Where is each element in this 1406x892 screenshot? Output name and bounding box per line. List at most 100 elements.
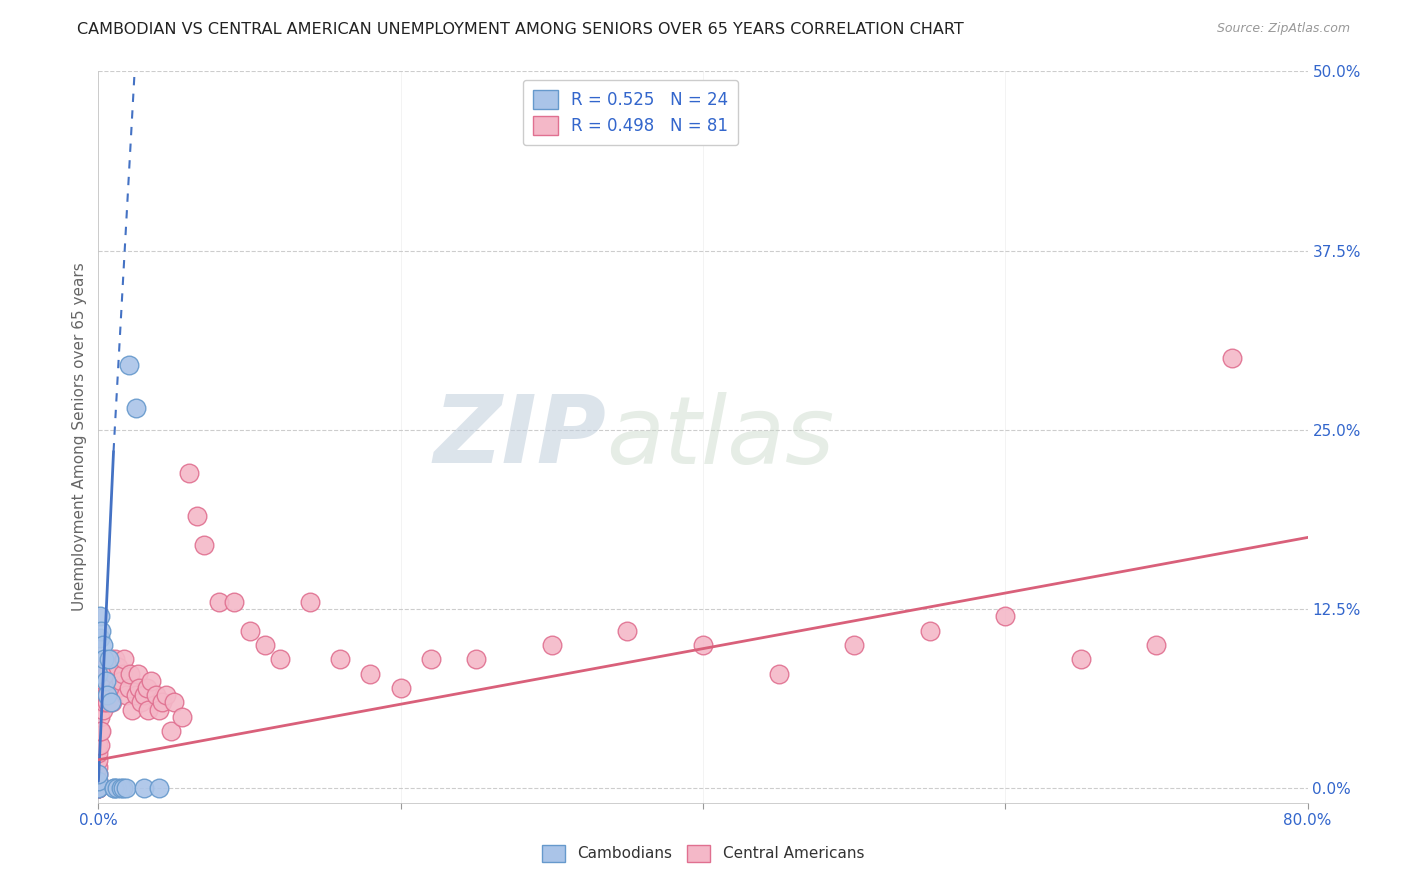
Point: [89, 609, 111, 624]
Point: [91, 681, 114, 695]
Text: atlas: atlas: [606, 392, 835, 483]
Point: [87, 746, 110, 760]
Point: [93, 673, 115, 688]
Point: [420, 652, 443, 666]
Text: Source: ZipAtlas.com: Source: ZipAtlas.com: [1216, 22, 1350, 36]
Point: [148, 702, 170, 716]
Point: [389, 681, 412, 695]
Point: [239, 624, 262, 638]
Point: [616, 624, 638, 638]
Point: [87, 774, 110, 789]
Point: [87, 781, 110, 796]
Point: [692, 638, 714, 652]
Point: [127, 666, 149, 681]
Point: [145, 688, 167, 702]
Point: [89, 631, 111, 645]
Point: [105, 681, 128, 695]
Point: [329, 652, 352, 666]
Point: [94, 659, 117, 673]
Point: [100, 688, 122, 702]
Point: [120, 666, 142, 681]
Point: [114, 781, 136, 796]
Point: [94, 673, 117, 688]
Point: [360, 666, 382, 681]
Point: [155, 688, 177, 702]
Point: [128, 681, 150, 695]
Point: [87, 781, 110, 796]
Point: [193, 538, 215, 552]
Point: [87, 774, 110, 789]
Point: [299, 595, 322, 609]
Point: [918, 624, 941, 638]
Text: CAMBODIAN VS CENTRAL AMERICAN UNEMPLOYMENT AMONG SENIORS OVER 65 YEARS CORRELATI: CAMBODIAN VS CENTRAL AMERICAN UNEMPLOYME…: [77, 22, 965, 37]
Point: [186, 508, 208, 523]
Point: [94, 688, 117, 702]
Point: [1070, 652, 1092, 666]
Point: [87, 767, 110, 781]
Point: [844, 638, 866, 652]
Point: [87, 767, 110, 781]
Point: [93, 695, 115, 709]
Point: [87, 739, 110, 753]
Point: [105, 781, 128, 796]
Point: [87, 781, 110, 796]
Point: [87, 760, 110, 774]
Point: [107, 659, 129, 673]
Point: [1220, 351, 1243, 366]
Point: [90, 624, 112, 638]
Point: [98, 681, 121, 695]
Legend: Cambodians, Central Americans: Cambodians, Central Americans: [536, 838, 870, 868]
Point: [91, 702, 114, 716]
Point: [87, 781, 110, 796]
Point: [111, 666, 134, 681]
Point: [163, 695, 186, 709]
Point: [100, 695, 122, 709]
Point: [150, 695, 173, 709]
Point: [179, 466, 201, 480]
Point: [87, 753, 110, 767]
Point: [87, 666, 110, 681]
Point: [540, 638, 562, 652]
Point: [118, 359, 141, 373]
Point: [114, 688, 136, 702]
Point: [110, 673, 132, 688]
Point: [1144, 638, 1167, 652]
Point: [132, 688, 155, 702]
Point: [148, 781, 170, 796]
Point: [125, 401, 148, 416]
Point: [253, 638, 276, 652]
Point: [112, 652, 135, 666]
Point: [136, 702, 159, 716]
Point: [87, 781, 110, 796]
Point: [994, 609, 1017, 624]
Point: [93, 666, 115, 681]
Point: [89, 724, 111, 739]
Point: [465, 652, 488, 666]
Point: [135, 681, 157, 695]
Point: [91, 638, 114, 652]
Point: [121, 702, 143, 716]
Point: [103, 781, 125, 796]
Point: [90, 695, 112, 709]
Point: [96, 688, 118, 702]
Point: [160, 724, 183, 739]
Point: [103, 666, 125, 681]
Point: [111, 781, 134, 796]
Point: [132, 781, 155, 796]
Point: [87, 781, 110, 796]
Point: [96, 695, 118, 709]
Text: ZIP: ZIP: [433, 391, 606, 483]
Point: [208, 595, 231, 609]
Point: [269, 652, 291, 666]
Point: [170, 710, 193, 724]
Point: [224, 595, 246, 609]
Point: [129, 695, 152, 709]
Point: [90, 724, 112, 739]
Point: [110, 781, 132, 796]
Point: [89, 710, 111, 724]
Point: [87, 781, 110, 796]
Point: [100, 652, 122, 666]
Point: [91, 666, 114, 681]
Point: [98, 652, 121, 666]
Point: [125, 688, 148, 702]
